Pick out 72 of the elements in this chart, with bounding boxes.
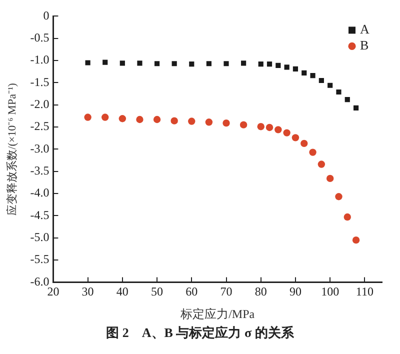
point (137, 60, 142, 66)
point (205, 118, 213, 126)
point (292, 66, 298, 72)
y-tick-label: 0 (43, 8, 50, 22)
point (344, 213, 351, 221)
point (172, 61, 177, 66)
point (276, 62, 281, 68)
legend-label: A (360, 22, 370, 37)
point (326, 174, 334, 182)
y-tick-label: -0.5 (30, 30, 50, 45)
point (118, 115, 126, 122)
y-tick-label: -2.0 (30, 97, 50, 112)
point (257, 122, 264, 130)
point (318, 78, 324, 84)
point (336, 89, 342, 95)
point (170, 117, 178, 124)
caption: 图 2 A、B 与标定应力 σ 的关系 (105, 324, 295, 342)
y-tick-label: -4.5 (30, 208, 50, 222)
y-tick-label: -4.0 (30, 186, 50, 200)
point (302, 70, 307, 76)
x-tick-label: 70 (220, 284, 232, 299)
x-tick-label: 90 (289, 284, 302, 299)
point (300, 140, 308, 148)
point (309, 148, 316, 156)
point (284, 64, 290, 70)
point (85, 60, 90, 66)
point (84, 114, 92, 121)
point (353, 105, 359, 111)
y-tick-label: -6.0 (30, 274, 50, 288)
point (266, 62, 272, 67)
point (222, 119, 230, 127)
x-tick-label: 80 (254, 284, 267, 299)
y-tick-label: -1.0 (30, 52, 50, 67)
point (241, 60, 246, 66)
point (120, 60, 125, 66)
legend-label: B (360, 38, 369, 53)
y-tick-label: -5.0 (30, 230, 50, 244)
x-tick-label: 50 (151, 284, 164, 299)
point (318, 160, 326, 168)
x-tick-label: 30 (82, 284, 94, 299)
y-tick-label: -5.5 (30, 252, 50, 266)
point (258, 62, 264, 67)
point (102, 114, 109, 121)
y-tick-label: -3.5 (30, 164, 50, 178)
point (240, 121, 248, 128)
point (283, 129, 290, 136)
x-tick-label: 60 (186, 284, 198, 299)
x-axis-title: 标定应力/MPa (180, 306, 256, 321)
y-tick-label: -1.5 (30, 74, 50, 89)
point (335, 193, 342, 200)
point (310, 73, 316, 78)
point (136, 116, 144, 124)
point (153, 116, 161, 124)
x-tick-label: 20 (47, 284, 60, 299)
point (102, 60, 108, 65)
point (352, 236, 360, 244)
y-tick-label: -2.5 (30, 119, 50, 134)
x-tick-label: 100 (321, 284, 340, 299)
y-axis-title: 应变释放系数/(×10⁻⁶ MPa⁻¹) (5, 82, 18, 216)
point (154, 61, 160, 66)
y-tick-label: -3.0 (30, 141, 50, 156)
x-tick-label: 40 (116, 284, 128, 299)
point (224, 61, 229, 66)
point (189, 62, 194, 67)
point (266, 124, 274, 132)
point (206, 61, 212, 66)
point (292, 134, 300, 142)
point (328, 82, 333, 88)
point (188, 118, 196, 125)
point (344, 97, 350, 102)
x-tick-label: 110 (356, 284, 374, 299)
point (274, 126, 282, 134)
